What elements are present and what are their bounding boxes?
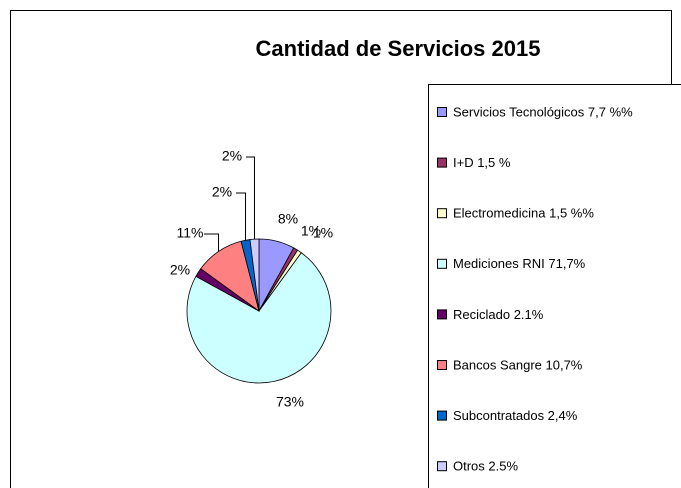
data-label: 73% <box>276 394 304 410</box>
legend-swatch <box>437 157 447 168</box>
leader-line <box>236 192 247 241</box>
data-label: 8% <box>278 211 298 227</box>
legend-label: Mediciones RNI 71,7% <box>453 256 586 271</box>
pie-slice <box>186 252 332 384</box>
legend-label: Bancos Sangre 10,7% <box>453 357 583 372</box>
leader-line <box>204 233 220 252</box>
legend-label: Otros 2.5% <box>453 459 518 474</box>
legend-swatch <box>437 208 447 219</box>
data-label: 1% <box>313 225 333 241</box>
chart-title: Cantidad de Servicios 2015 <box>256 36 541 61</box>
legend-label: Reciclado 2.1% <box>453 307 544 322</box>
legend-swatch <box>437 461 447 472</box>
legend-label: Servicios Tecnológicos 7,7 %% <box>453 104 633 119</box>
legend-label: I+D 1,5 % <box>453 155 511 170</box>
pie-slice <box>249 238 260 312</box>
legend-swatch <box>437 410 447 421</box>
legend-box <box>428 84 681 488</box>
data-label: 1% <box>301 223 321 239</box>
data-label: 2% <box>170 262 190 278</box>
leader-line <box>246 156 255 240</box>
legend-label: Electromedicina 1,5 %% <box>453 206 594 221</box>
data-label: 2% <box>222 148 242 164</box>
legend-swatch <box>437 309 447 320</box>
legend-swatch <box>437 360 447 370</box>
data-label: 2% <box>212 184 232 200</box>
data-label: 11% <box>177 225 204 241</box>
legend-swatch <box>437 107 447 117</box>
legend-label: Subcontratados 2,4% <box>453 408 578 423</box>
legend-swatch <box>437 258 447 269</box>
